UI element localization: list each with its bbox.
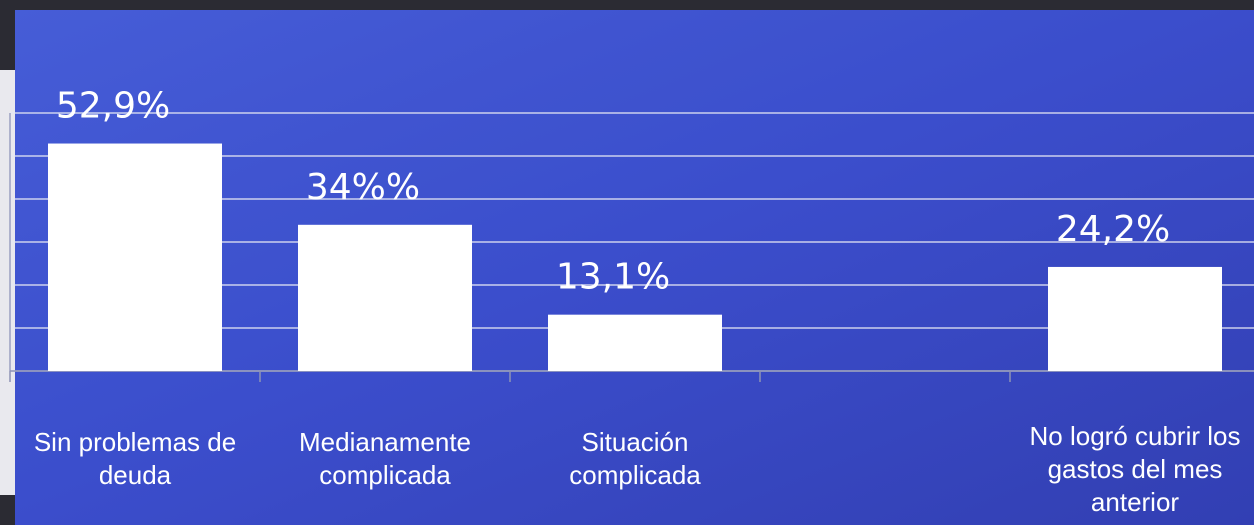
bar bbox=[48, 143, 222, 371]
plot-area: 52,9% 34%% 13,1% 24,2% bbox=[9, 86, 1254, 382]
x-tick-label: No logró cubrir los gastos del mes anter… bbox=[1029, 421, 1241, 517]
x-tick-label: Medianamente complicada bbox=[299, 427, 471, 490]
x-tick-label: Situación complicada bbox=[569, 427, 701, 490]
photo-edge bbox=[0, 70, 15, 495]
value-label: 52,9% bbox=[56, 86, 170, 127]
x-tick-label: Sin problemas de deuda bbox=[33, 427, 237, 490]
value-label: 24,2% bbox=[1056, 209, 1170, 250]
bar bbox=[548, 314, 722, 371]
value-label: 13,1% bbox=[556, 257, 670, 298]
bar bbox=[298, 224, 472, 371]
value-label: 34%% bbox=[306, 167, 420, 208]
bar bbox=[1048, 266, 1222, 371]
